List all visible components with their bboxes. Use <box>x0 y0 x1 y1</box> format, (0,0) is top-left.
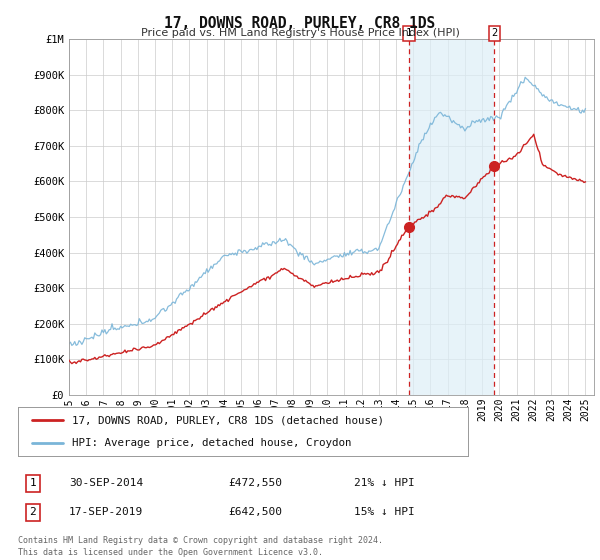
Text: 2: 2 <box>491 28 497 38</box>
Text: Price paid vs. HM Land Registry's House Price Index (HPI): Price paid vs. HM Land Registry's House … <box>140 28 460 38</box>
Text: 17-SEP-2019: 17-SEP-2019 <box>69 507 143 517</box>
Text: 30-SEP-2014: 30-SEP-2014 <box>69 478 143 488</box>
Text: Contains HM Land Registry data © Crown copyright and database right 2024.
This d: Contains HM Land Registry data © Crown c… <box>18 536 383 557</box>
Text: 17, DOWNS ROAD, PURLEY, CR8 1DS (detached house): 17, DOWNS ROAD, PURLEY, CR8 1DS (detache… <box>72 416 384 426</box>
Text: 1: 1 <box>406 28 412 38</box>
Bar <box>409 39 494 395</box>
Text: 17, DOWNS ROAD, PURLEY, CR8 1DS: 17, DOWNS ROAD, PURLEY, CR8 1DS <box>164 16 436 31</box>
Text: £472,550: £472,550 <box>228 478 282 488</box>
Text: HPI: Average price, detached house, Croydon: HPI: Average price, detached house, Croy… <box>72 438 352 448</box>
Text: £642,500: £642,500 <box>228 507 282 517</box>
Text: 21% ↓ HPI: 21% ↓ HPI <box>354 478 415 488</box>
Text: 2: 2 <box>29 507 37 517</box>
Text: 15% ↓ HPI: 15% ↓ HPI <box>354 507 415 517</box>
Text: 1: 1 <box>29 478 37 488</box>
